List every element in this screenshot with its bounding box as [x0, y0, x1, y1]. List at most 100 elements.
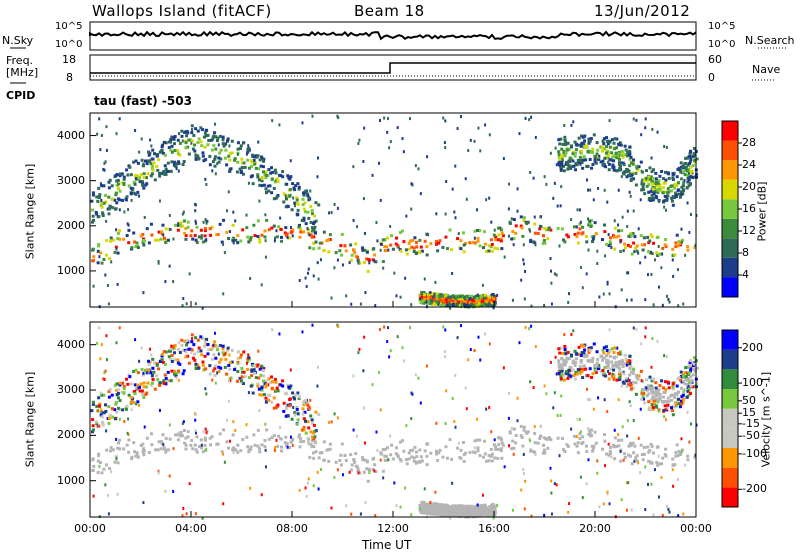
power-cell — [581, 225, 585, 229]
velocity-cell — [562, 448, 566, 452]
velocity-cell — [660, 462, 664, 466]
power-cell — [114, 245, 118, 249]
power-cell — [205, 238, 208, 242]
power-cell — [453, 300, 457, 304]
velocity-cell — [606, 490, 609, 494]
power-cell — [539, 225, 543, 229]
power-cell — [476, 239, 480, 243]
power-cell — [575, 235, 579, 239]
power-cell — [453, 210, 456, 214]
velocity-ytick-label: 3000 — [57, 383, 85, 397]
power-cell — [555, 273, 558, 277]
power-cell — [525, 222, 529, 226]
power-cell — [597, 186, 600, 190]
power-cell — [438, 239, 442, 243]
power-cell — [425, 292, 429, 296]
power-cell — [305, 192, 309, 196]
velocity-cell — [412, 456, 416, 460]
power-cell — [639, 234, 643, 238]
velocity-cell — [104, 409, 108, 413]
power-cell — [564, 143, 568, 147]
velocity-cell — [123, 419, 126, 423]
velocity-cell — [277, 434, 281, 438]
velocity-cell — [147, 362, 151, 366]
power-cell — [231, 223, 235, 227]
power-cell — [98, 255, 101, 259]
power-cell — [379, 198, 382, 202]
velocity-cell — [299, 440, 303, 444]
velocity-cell — [644, 335, 647, 339]
power-cell — [543, 241, 547, 245]
power-cell — [519, 224, 523, 228]
velocity-cell — [275, 386, 279, 390]
velocity-cell — [415, 455, 419, 459]
power-cell — [386, 130, 389, 134]
power-cell — [543, 303, 546, 307]
power-cell — [534, 135, 537, 139]
velocity-cell — [222, 502, 225, 506]
power-cell — [605, 156, 609, 160]
velocity-cell — [228, 353, 231, 357]
power-cell — [681, 165, 685, 169]
power-cell — [402, 240, 406, 244]
velocity-cell — [396, 455, 400, 459]
power-cell — [428, 293, 432, 297]
power-cell — [625, 175, 629, 179]
velocity-cell — [516, 396, 519, 400]
power-cell — [528, 118, 531, 122]
power-cell — [241, 228, 245, 232]
velocity-cell — [253, 371, 257, 375]
power-cell — [436, 301, 440, 305]
velocity-cell — [396, 335, 399, 339]
power-cell — [136, 190, 140, 194]
velocity-cell — [109, 449, 113, 453]
velocity-cell — [441, 455, 445, 459]
power-cell — [414, 164, 417, 168]
power-cell — [592, 235, 596, 239]
nave-tick-bottom: 0 — [708, 71, 715, 84]
power-cell — [488, 196, 491, 200]
velocity-cell — [481, 455, 485, 459]
power-cell — [512, 237, 516, 241]
power-cell — [275, 177, 279, 181]
velocity-cell — [469, 348, 472, 352]
velocity-cell — [149, 347, 152, 351]
velocity-cell — [190, 350, 193, 354]
power-cell — [311, 212, 315, 216]
velocity-cell — [118, 326, 121, 330]
power-cell — [620, 153, 624, 157]
velocity-cell — [457, 441, 460, 445]
velocity-cell — [573, 363, 577, 367]
velocity-cell — [113, 408, 117, 412]
velocity-cell — [594, 370, 598, 374]
power-cell — [543, 175, 546, 179]
velocity-cell — [442, 510, 446, 514]
velocity-cell — [187, 361, 191, 365]
velocity-cell — [174, 433, 178, 437]
velocity-cell — [680, 450, 683, 454]
power-cell — [206, 143, 210, 147]
power-cell — [621, 171, 625, 175]
velocity-cell — [142, 453, 146, 457]
velocity-cell — [309, 398, 312, 402]
velocity-cell — [240, 370, 244, 374]
velocity-cell — [130, 408, 133, 412]
power-cell — [191, 147, 195, 151]
velocity-cell — [214, 356, 218, 360]
power-cell — [501, 234, 505, 238]
velocity-cell — [101, 423, 105, 427]
velocity-cell — [612, 445, 616, 449]
power-cell — [463, 296, 467, 300]
power-cell — [677, 181, 681, 185]
velocity-cell — [199, 438, 203, 442]
power-cell — [128, 165, 132, 169]
power-cell — [465, 294, 469, 298]
velocity-cell — [256, 382, 260, 386]
velocity-cell — [444, 328, 447, 332]
velocity-cell — [202, 344, 206, 348]
power-cell — [142, 162, 145, 166]
power-colorbar-swatch — [722, 140, 738, 161]
power-cell — [680, 185, 684, 189]
velocity-cell — [542, 448, 546, 452]
velocity-cell — [520, 436, 524, 440]
